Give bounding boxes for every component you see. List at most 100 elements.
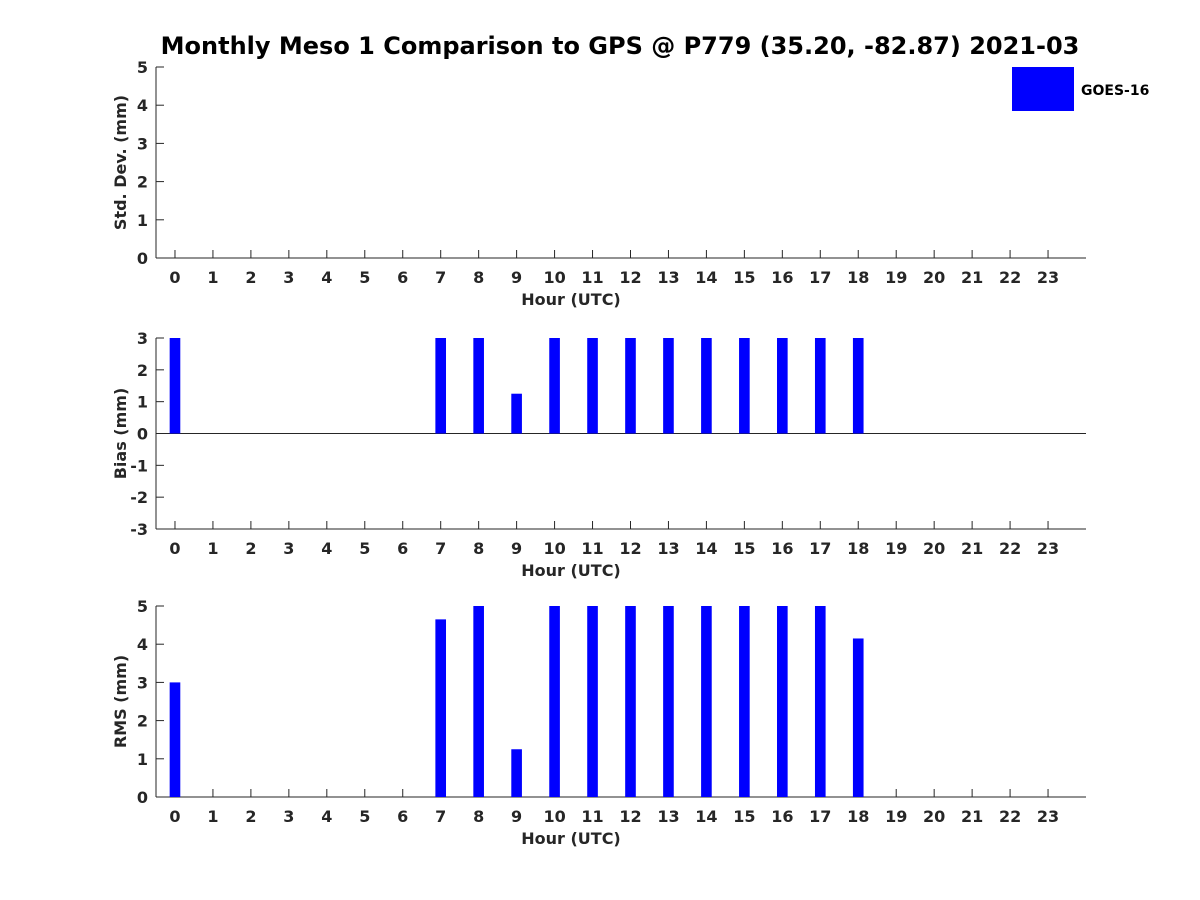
x-tick-label: 14 [695,268,717,287]
bar-hour-10 [549,606,560,797]
y-tick-label: 2 [137,173,148,192]
x-tick-label: 21 [961,807,983,826]
bar-hour-14 [701,338,712,434]
y-tick-label: 0 [137,425,148,444]
x-tick-label: 0 [169,807,180,826]
x-tick-label: 5 [359,807,370,826]
x-tick-label: 15 [733,268,755,287]
x-tick-label: 11 [581,268,603,287]
bar-hour-18 [852,338,864,434]
bar-hour-16 [777,606,788,797]
bar-hour-15 [739,338,750,434]
bar-hour-17 [814,606,826,797]
x-tick-label: 14 [695,807,717,826]
x-tick-label: 18 [847,268,869,287]
bar-hour-11 [587,606,598,797]
x-tick-label: 12 [619,539,641,558]
chart-title: Monthly Meso 1 Comparison to GPS @ P779 … [161,32,1080,60]
x-tick-label: 6 [397,807,408,826]
x-tick-label: 17 [809,539,831,558]
x-tick-label: 11 [581,539,603,558]
x-tick-label: 20 [923,807,945,826]
bar-hour-18 [852,638,864,797]
bar-hour-12 [625,606,636,797]
y-tick-label: -2 [130,488,148,507]
y-tick-label: 3 [137,134,148,153]
y-tick-label: -3 [130,520,148,539]
x-tick-label: 10 [543,539,565,558]
x-tick-label: 19 [885,539,907,558]
x-tick-label: 15 [733,807,755,826]
x-tick-label: 16 [771,539,793,558]
y-tick-label: 4 [137,635,148,654]
x-tick-label: 23 [1037,539,1059,558]
x-tick-label: 16 [771,807,793,826]
y-tick-label: 1 [137,393,148,412]
x-tick-label: 5 [359,268,370,287]
x-tick-label: 2 [245,807,256,826]
x-tick-label: 19 [885,268,907,287]
y-tick-label: 2 [137,361,148,380]
x-tick-label: 3 [283,539,294,558]
x-tick-label: 17 [809,268,831,287]
x-tick-label: 13 [657,268,679,287]
x-tick-label: 4 [321,539,332,558]
bar-hour-9 [511,749,522,797]
legend-label: GOES-16 [1081,83,1149,99]
bar-hour-13 [663,606,674,797]
x-tick-label: 1 [207,807,218,826]
bar-hour-0 [169,338,181,434]
bar-hour-11 [587,338,598,434]
x-tick-label: 21 [961,268,983,287]
y-tick-label: 2 [137,712,148,731]
x-tick-label: 6 [397,539,408,558]
y-tick-label: 5 [137,58,148,77]
x-tick-label: 2 [245,268,256,287]
bar-hour-12 [625,338,636,434]
x-axis-label: Hour (UTC) [521,561,621,580]
x-tick-label: 1 [207,539,218,558]
x-tick-label: 10 [543,268,565,287]
x-tick-label: 13 [657,539,679,558]
y-tick-label: -1 [130,456,148,475]
x-tick-label: 9 [511,539,522,558]
bar-hour-8 [473,606,484,797]
x-tick-label: 8 [473,807,484,826]
x-tick-label: 21 [961,539,983,558]
x-tick-label: 3 [283,807,294,826]
x-tick-label: 17 [809,807,831,826]
y-tick-label: 5 [137,597,148,616]
x-tick-label: 12 [619,268,641,287]
x-axis-label: Hour (UTC) [521,290,621,309]
x-tick-label: 18 [847,807,869,826]
bar-hour-13 [663,338,674,434]
y-tick-label: 1 [137,750,148,769]
y-axis-label: Bias (mm) [111,388,130,480]
x-tick-label: 10 [543,807,565,826]
x-tick-label: 0 [169,539,180,558]
bar-hour-14 [701,606,712,797]
x-tick-label: 4 [321,807,332,826]
x-tick-label: 20 [923,268,945,287]
x-tick-label: 3 [283,268,294,287]
x-tick-label: 18 [847,539,869,558]
bar-hour-7 [435,619,447,797]
y-axis-label: Std. Dev. (mm) [111,95,130,230]
x-tick-label: 23 [1037,807,1059,826]
y-tick-label: 1 [137,211,148,230]
bar-hour-15 [739,606,750,797]
x-tick-label: 2 [245,539,256,558]
y-axis-label: RMS (mm) [111,655,130,748]
x-tick-label: 22 [999,539,1021,558]
x-tick-label: 22 [999,268,1021,287]
x-tick-label: 8 [473,268,484,287]
x-tick-label: 15 [733,539,755,558]
x-tick-label: 13 [657,807,679,826]
legend-swatch [1012,67,1074,111]
bar-hour-8 [473,338,484,434]
x-tick-label: 16 [771,268,793,287]
x-tick-label: 4 [321,268,332,287]
